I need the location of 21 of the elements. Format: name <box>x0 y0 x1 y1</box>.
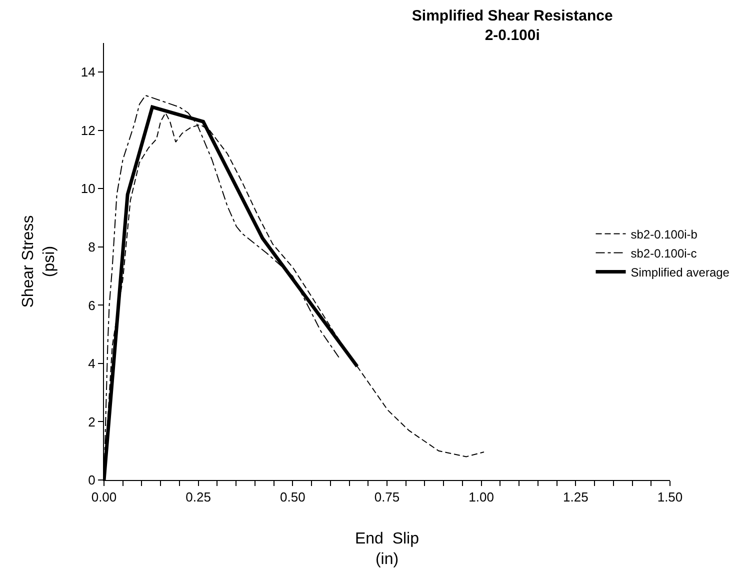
legend-label: sb2-0.100i-c <box>630 246 697 260</box>
legend-label: sb2-0.100i-b <box>630 227 698 242</box>
y-axis-title: Shear Stress (psi) <box>20 215 58 308</box>
x-tick-label: 0.00 <box>91 490 117 505</box>
chart-title: Simplified Shear Resistance 2-0.100i <box>412 7 613 44</box>
x-tick-label: 1.50 <box>657 490 683 505</box>
y-tick-label: 8 <box>88 239 96 254</box>
y-tick-label: 6 <box>88 298 96 313</box>
y-tick-label: 2 <box>88 414 96 430</box>
legend-label: Simplified average <box>630 265 730 280</box>
x-tick-label: 0.75 <box>374 490 400 505</box>
y-tick-label: 0 <box>88 472 96 488</box>
y-tick-label: 14 <box>80 64 96 80</box>
x-tick-label: 1.00 <box>468 490 494 505</box>
x-tick-label: 0.25 <box>186 490 211 505</box>
y-tick-label: 12 <box>80 122 96 138</box>
y-tick-label: 4 <box>88 356 96 372</box>
x-axis-title: End Slip (in) <box>354 530 420 568</box>
x-tick-label: 0.50 <box>280 490 306 505</box>
x-tick-label: 1.25 <box>563 490 588 505</box>
y-tick-label: 10 <box>80 181 96 196</box>
